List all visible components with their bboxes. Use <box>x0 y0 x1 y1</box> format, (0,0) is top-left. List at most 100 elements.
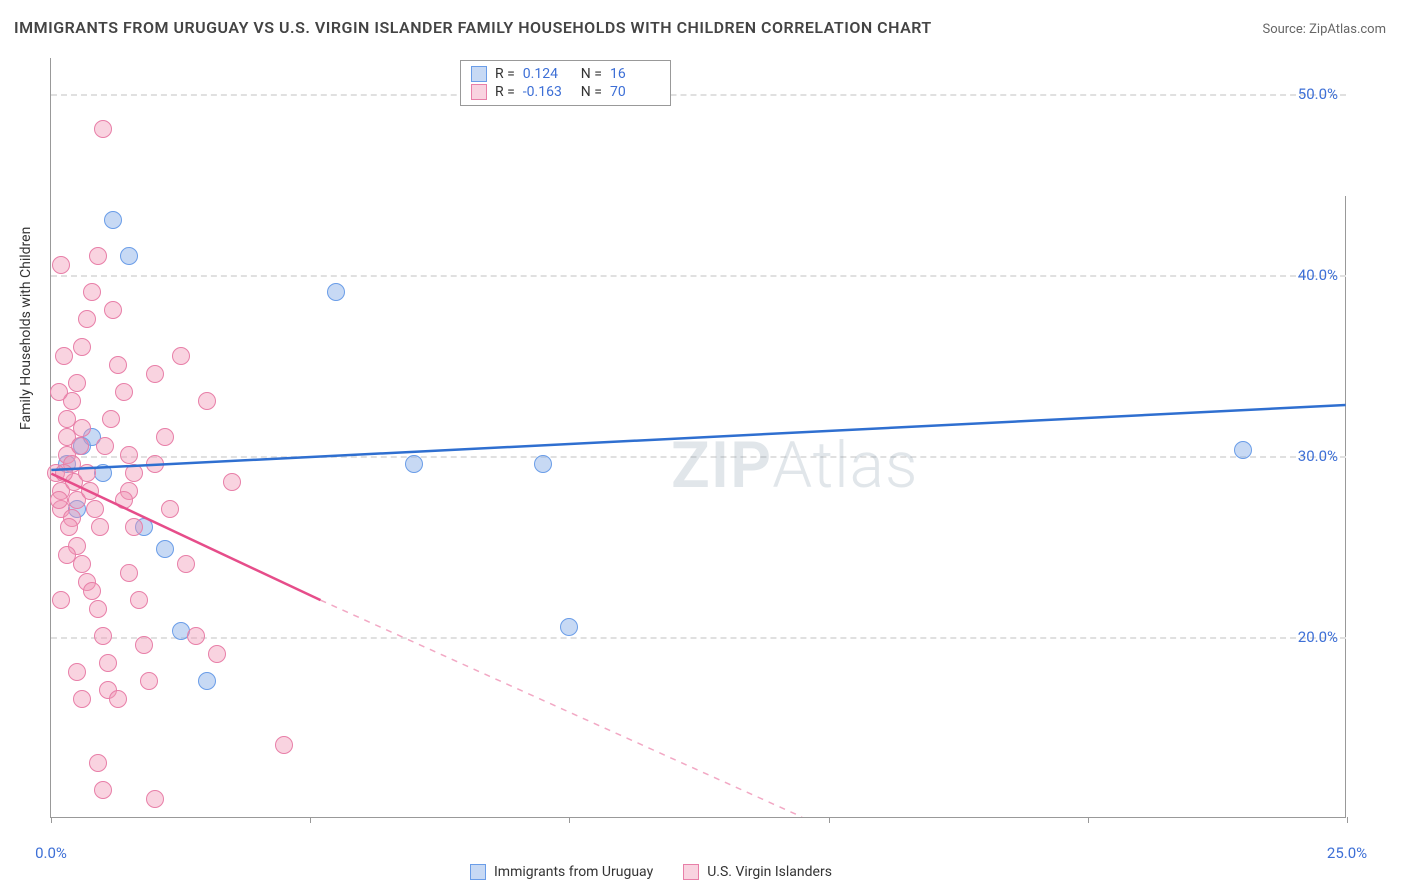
scatter-point <box>198 392 216 410</box>
scatter-point <box>405 455 423 473</box>
scatter-point <box>73 338 91 356</box>
scatter-point <box>109 690 127 708</box>
scatter-point <box>130 591 148 609</box>
scatter-point <box>78 310 96 328</box>
scatter-point <box>208 645 226 663</box>
r-label: R = <box>495 66 515 82</box>
scatter-point <box>534 455 552 473</box>
n-label: N = <box>581 84 602 100</box>
legend-stat-row: R = -0.163 N = 70 <box>471 83 660 101</box>
scatter-point <box>275 736 293 754</box>
legend-stat-row: R = 0.124 N = 16 <box>471 65 660 83</box>
scatter-point <box>135 636 153 654</box>
scatter-point <box>223 473 241 491</box>
scatter-point <box>89 600 107 618</box>
x-tick <box>1347 817 1348 823</box>
scatter-point <box>78 464 96 482</box>
watermark: ZIPAtlas <box>671 428 918 503</box>
scatter-point <box>89 754 107 772</box>
scatter-point <box>58 546 76 564</box>
n-value: 16 <box>610 66 660 82</box>
scatter-point <box>120 564 138 582</box>
scatter-point <box>89 247 107 265</box>
scatter-point <box>71 437 89 455</box>
scatter-point <box>81 482 99 500</box>
x-tick <box>829 817 830 823</box>
scatter-point <box>120 446 138 464</box>
x-tick <box>51 817 52 823</box>
scatter-point <box>161 500 179 518</box>
legend-item: Immigrants from Uruguay <box>470 864 653 880</box>
grid-line <box>51 637 1346 639</box>
scatter-point <box>109 356 127 374</box>
scatter-point <box>115 491 133 509</box>
x-tick-label: 0.0% <box>35 844 67 862</box>
y-axis-label: Family Households with Children <box>18 227 34 430</box>
scatter-point <box>52 591 70 609</box>
x-tick <box>1088 817 1089 823</box>
legend-swatch <box>471 84 487 100</box>
legend-item: U.S. Virgin Islanders <box>683 864 832 880</box>
n-label: N = <box>581 66 602 82</box>
scatter-point <box>1234 441 1252 459</box>
scatter-point <box>50 383 68 401</box>
chart-right-border <box>1345 196 1346 817</box>
trend-lines-layer <box>51 58 1346 817</box>
scatter-point <box>156 428 174 446</box>
scatter-point <box>60 518 78 536</box>
scatter-point <box>104 301 122 319</box>
correlation-legend: R = 0.124 N = 16 R = -0.163 N = 70 <box>460 60 671 106</box>
scatter-point <box>86 500 104 518</box>
r-label: R = <box>495 84 515 100</box>
scatter-point <box>187 627 205 645</box>
scatter-point <box>327 283 345 301</box>
scatter-point <box>172 347 190 365</box>
scatter-point <box>83 283 101 301</box>
legend-label: Immigrants from Uruguay <box>494 864 653 880</box>
r-value: 0.124 <box>523 66 573 82</box>
legend-swatch <box>470 864 486 880</box>
n-value: 70 <box>610 84 660 100</box>
scatter-point <box>140 672 158 690</box>
scatter-point <box>83 582 101 600</box>
legend-swatch <box>471 66 487 82</box>
x-tick <box>310 817 311 823</box>
grid-line <box>51 94 1346 96</box>
scatter-point <box>146 365 164 383</box>
scatter-point <box>68 663 86 681</box>
scatter-point <box>96 437 114 455</box>
scatter-point <box>125 464 143 482</box>
scatter-point <box>52 256 70 274</box>
scatter-point <box>120 247 138 265</box>
scatter-point <box>102 410 120 428</box>
scatter-point <box>50 491 68 509</box>
y-tick-label: 20.0% <box>1298 628 1338 646</box>
scatter-point <box>94 627 112 645</box>
x-tick <box>569 817 570 823</box>
scatter-point <box>94 464 112 482</box>
scatter-point <box>73 690 91 708</box>
scatter-point <box>177 555 195 573</box>
scatter-point <box>73 419 91 437</box>
grid-line <box>51 275 1346 277</box>
r-value: -0.163 <box>523 84 573 100</box>
scatter-point <box>156 540 174 558</box>
y-tick-label: 30.0% <box>1298 447 1338 465</box>
y-tick-label: 50.0% <box>1298 85 1338 103</box>
scatter-point <box>104 211 122 229</box>
source-attribution: Source: ZipAtlas.com <box>1262 22 1386 37</box>
scatter-point <box>91 518 109 536</box>
chart-plot-area: ZIPAtlas 20.0%30.0%40.0%50.0%0.0%25.0% <box>50 58 1346 818</box>
scatter-point <box>560 618 578 636</box>
grid-line <box>51 456 1346 458</box>
scatter-point <box>68 374 86 392</box>
scatter-point <box>94 120 112 138</box>
scatter-point <box>73 555 91 573</box>
scatter-point <box>146 455 164 473</box>
scatter-point <box>125 518 143 536</box>
chart-title: IMMIGRANTS FROM URUGUAY VS U.S. VIRGIN I… <box>14 18 932 37</box>
scatter-point <box>55 464 73 482</box>
legend-label: U.S. Virgin Islanders <box>707 864 832 880</box>
series-legend: Immigrants from Uruguay U.S. Virgin Isla… <box>470 864 832 880</box>
scatter-point <box>94 781 112 799</box>
